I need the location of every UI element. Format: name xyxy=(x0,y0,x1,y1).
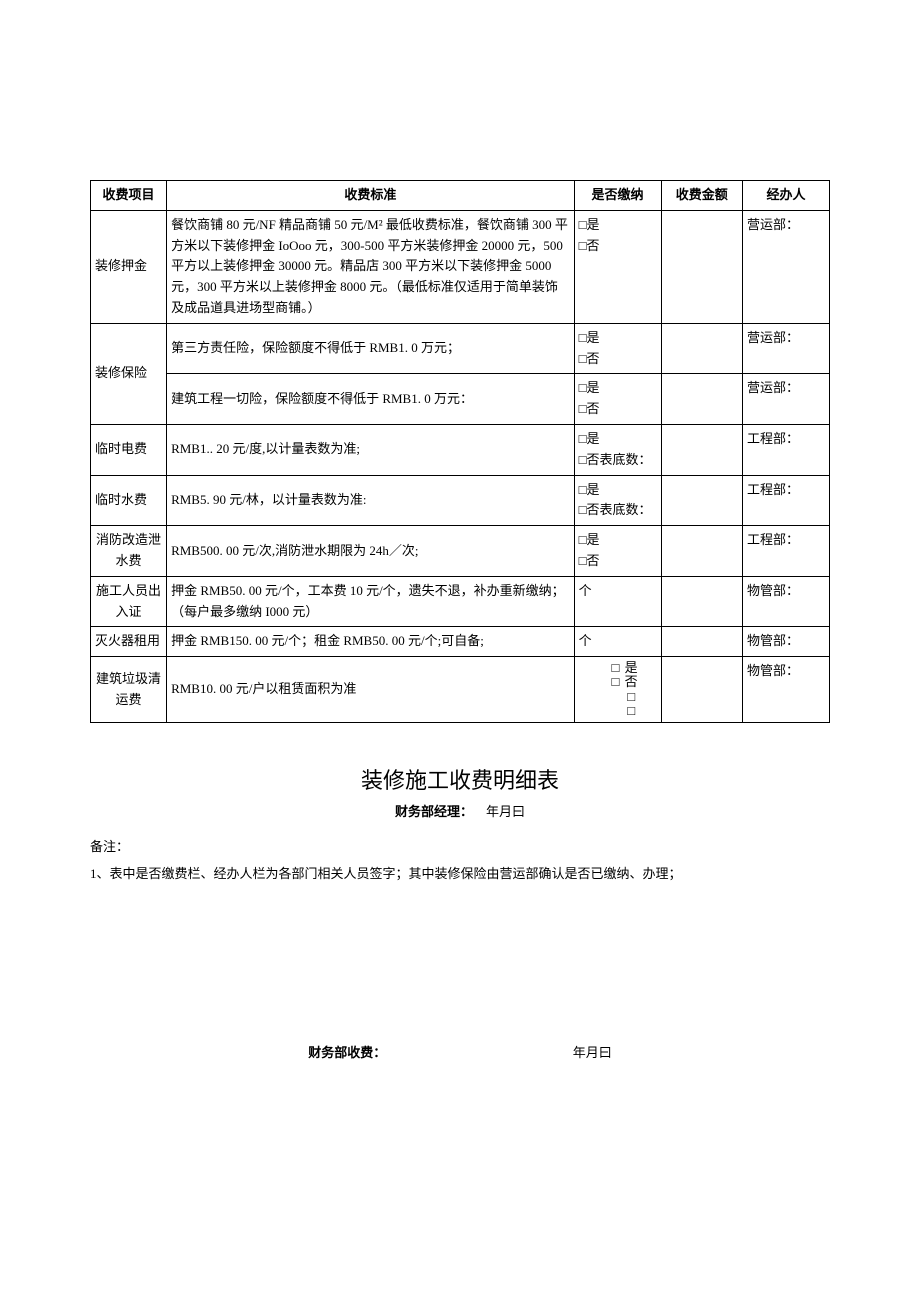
subtitle-label: 财务部经理： xyxy=(395,804,473,819)
cell-handler: 工程部： xyxy=(743,424,830,475)
cell-item: 临时水费 xyxy=(91,475,167,526)
cell-standard: 餐饮商铺 80 元/NF 精品商铺 50 元/M² 最低收费标准，餐饮商铺 30… xyxy=(167,210,575,323)
cell-amount xyxy=(661,323,743,374)
cell-amount xyxy=(661,657,743,723)
paid-line: □是 xyxy=(579,215,657,236)
cell-amount xyxy=(661,526,743,577)
paid-line: 个 xyxy=(579,581,657,602)
cell-amount xyxy=(661,374,743,425)
cell-amount xyxy=(661,210,743,323)
paid-line: □否表底数： xyxy=(579,500,657,521)
cell-paid: □是 □否 xyxy=(574,374,661,425)
cell-handler: 物管部： xyxy=(743,627,830,657)
table-row: 灭火器租用 押金 RMB150. 00 元/个；租金 RMB50. 00 元/个… xyxy=(91,627,830,657)
footer-date: 年月曰 xyxy=(573,1045,612,1060)
page-title: 装修施工收费明细表 xyxy=(90,763,830,795)
note-1: 1、表中是否缴费栏、经办人栏为各部门相关人员签字；其中装修保险由营运部确认是否已… xyxy=(90,863,830,882)
cell-item: 装修保险 xyxy=(91,323,167,424)
header-standard: 收费标准 xyxy=(167,181,575,211)
cell-paid: □是 □否 xyxy=(574,323,661,374)
cell-amount xyxy=(661,475,743,526)
table-row: 装修押金 餐饮商铺 80 元/NF 精品商铺 50 元/M² 最低收费标准，餐饮… xyxy=(91,210,830,323)
paid-line: 个 xyxy=(579,631,657,652)
cell-handler: 物管部： xyxy=(743,576,830,627)
cell-paid: 个 xyxy=(574,576,661,627)
cell-item: 灭火器租用 xyxy=(91,627,167,657)
paid-line: □否 xyxy=(579,349,657,370)
cell-amount xyxy=(661,627,743,657)
cell-handler: 营运部： xyxy=(743,210,830,323)
footer: 财务部收费： 年月曰 xyxy=(90,1042,830,1061)
paid-v: □ xyxy=(625,704,638,718)
table-row: 建筑垃圾清运费 RMB10. 00 元/户以租赁面积为准 □□ 是 否 □ □ … xyxy=(91,657,830,723)
cell-standard: RMB500. 00 元/次,消防泄水期限为 24h／次; xyxy=(167,526,575,577)
cell-handler: 工程部： xyxy=(743,475,830,526)
notes-label: 备注： xyxy=(90,836,830,855)
cell-standard: 押金 RMB150. 00 元/个；租金 RMB50. 00 元/个;可自备; xyxy=(167,627,575,657)
cell-paid: □□ 是 否 □ □ xyxy=(574,657,661,723)
cell-item: 消防改造泄水费 xyxy=(91,526,167,577)
cell-handler: 营运部： xyxy=(743,323,830,374)
cell-paid: □是 □否表底数： xyxy=(574,475,661,526)
table-row: 建筑工程一切险，保险额度不得低于 RMB1. 0 万元： □是 □否 营运部： xyxy=(91,374,830,425)
header-row: 收费项目 收费标准 是否缴纳 收费金额 经办人 xyxy=(91,181,830,211)
paid-line: □是 xyxy=(579,530,657,551)
paid-line: □否 xyxy=(579,399,657,420)
cell-paid: □是 □否 xyxy=(574,526,661,577)
cell-standard: 第三方责任险，保险额度不得低于 RMB1. 0 万元； xyxy=(167,323,575,374)
paid-line: □否表底数： xyxy=(579,450,657,471)
cell-standard: RMB10. 00 元/户以租赁面积为准 xyxy=(167,657,575,723)
cell-handler: 工程部： xyxy=(743,526,830,577)
footer-label: 财务部收费： xyxy=(308,1045,386,1060)
header-handler: 经办人 xyxy=(743,181,830,211)
paid-line: □是 xyxy=(579,378,657,399)
cell-handler: 物管部： xyxy=(743,657,830,723)
table-row: 装修保险 第三方责任险，保险额度不得低于 RMB1. 0 万元； □是 □否 营… xyxy=(91,323,830,374)
cell-standard: 押金 RMB50. 00 元/个，工本费 10 元/个，遗失不退，补办重新缴纳；… xyxy=(167,576,575,627)
page-subtitle: 财务部经理： 年月曰 xyxy=(90,801,830,820)
cell-item: 施工人员出入证 xyxy=(91,576,167,627)
cell-standard: RMB1.. 20 元/度,以计量表数为准; xyxy=(167,424,575,475)
table-row: 施工人员出入证 押金 RMB50. 00 元/个，工本费 10 元/个，遗失不退… xyxy=(91,576,830,627)
paid-line: □是 xyxy=(579,328,657,349)
cell-paid: □是 □否表底数： xyxy=(574,424,661,475)
table-row: 临时电费 RMB1.. 20 元/度,以计量表数为准; □是 □否表底数： 工程… xyxy=(91,424,830,475)
header-item: 收费项目 xyxy=(91,181,167,211)
paid-line: □是 xyxy=(579,429,657,450)
cell-item: 装修押金 xyxy=(91,210,167,323)
header-paid: 是否缴纳 xyxy=(574,181,661,211)
paid-v: 是 xyxy=(625,661,638,675)
fee-table: 收费项目 收费标准 是否缴纳 收费金额 经办人 装修押金 餐饮商铺 80 元/N… xyxy=(90,180,830,723)
cell-item: 临时电费 xyxy=(91,424,167,475)
table-row: 临时水费 RMB5. 90 元/林，以计量表数为准: □是 □否表底数： 工程部… xyxy=(91,475,830,526)
paid-line: □否 xyxy=(579,551,657,572)
paid-line: □否 xyxy=(579,236,657,257)
cell-standard: 建筑工程一切险，保险额度不得低于 RMB1. 0 万元： xyxy=(167,374,575,425)
cell-handler: 营运部： xyxy=(743,374,830,425)
cell-amount xyxy=(661,424,743,475)
cell-paid: 个 xyxy=(574,627,661,657)
cell-standard: RMB5. 90 元/林，以计量表数为准: xyxy=(167,475,575,526)
paid-line: □是 xyxy=(579,480,657,501)
subtitle-date: 年月曰 xyxy=(486,804,525,819)
table-row: 消防改造泄水费 RMB500. 00 元/次,消防泄水期限为 24h／次; □是… xyxy=(91,526,830,577)
paid-v: 否 xyxy=(625,675,638,689)
paid-v: □ xyxy=(625,690,638,704)
cell-amount xyxy=(661,576,743,627)
cell-paid: □是 □否 xyxy=(574,210,661,323)
cell-item: 建筑垃圾清运费 xyxy=(91,657,167,723)
header-amount: 收费金额 xyxy=(661,181,743,211)
